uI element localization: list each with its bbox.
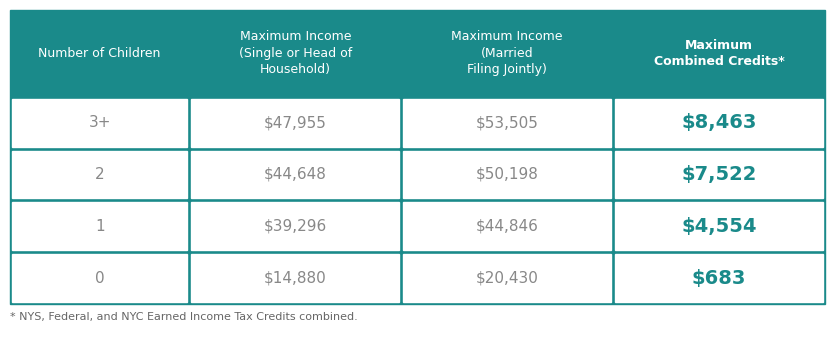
Bar bbox=[403, 202, 611, 250]
Text: $20,430: $20,430 bbox=[476, 270, 539, 285]
Text: $53,505: $53,505 bbox=[476, 115, 539, 130]
Bar bbox=[10, 10, 825, 304]
Text: Maximum
Combined Credits*: Maximum Combined Credits* bbox=[654, 39, 784, 68]
Bar bbox=[615, 254, 823, 302]
Text: 3+: 3+ bbox=[89, 115, 111, 130]
Text: $8,463: $8,463 bbox=[681, 113, 757, 132]
Text: $44,648: $44,648 bbox=[264, 167, 326, 182]
Text: $14,880: $14,880 bbox=[264, 270, 326, 285]
Bar bbox=[191, 99, 399, 147]
Text: Number of Children: Number of Children bbox=[38, 47, 161, 60]
Bar bbox=[191, 150, 399, 198]
Text: $44,846: $44,846 bbox=[476, 219, 539, 234]
Bar bbox=[403, 150, 611, 198]
Text: 1: 1 bbox=[95, 219, 104, 234]
Bar bbox=[615, 150, 823, 198]
Text: $683: $683 bbox=[692, 269, 746, 288]
Text: $4,554: $4,554 bbox=[681, 217, 757, 236]
Text: Maximum Income
(Married
Filing Jointly): Maximum Income (Married Filing Jointly) bbox=[452, 30, 563, 76]
Text: * NYS, Federal, and NYC Earned Income Tax Credits combined.: * NYS, Federal, and NYC Earned Income Ta… bbox=[10, 312, 357, 322]
Text: 2: 2 bbox=[95, 167, 104, 182]
Text: $7,522: $7,522 bbox=[681, 165, 757, 184]
Bar bbox=[12, 99, 187, 147]
Bar bbox=[403, 254, 611, 302]
Bar bbox=[12, 150, 187, 198]
Bar bbox=[403, 99, 611, 147]
Bar bbox=[12, 202, 187, 250]
Text: $47,955: $47,955 bbox=[264, 115, 326, 130]
Bar bbox=[615, 99, 823, 147]
Bar bbox=[191, 202, 399, 250]
Text: 0: 0 bbox=[95, 270, 104, 285]
Text: $50,198: $50,198 bbox=[476, 167, 539, 182]
Bar bbox=[615, 202, 823, 250]
Text: $39,296: $39,296 bbox=[264, 219, 326, 234]
Bar bbox=[191, 254, 399, 302]
Text: Maximum Income
(Single or Head of
Household): Maximum Income (Single or Head of Househ… bbox=[239, 30, 352, 76]
Bar bbox=[12, 254, 187, 302]
